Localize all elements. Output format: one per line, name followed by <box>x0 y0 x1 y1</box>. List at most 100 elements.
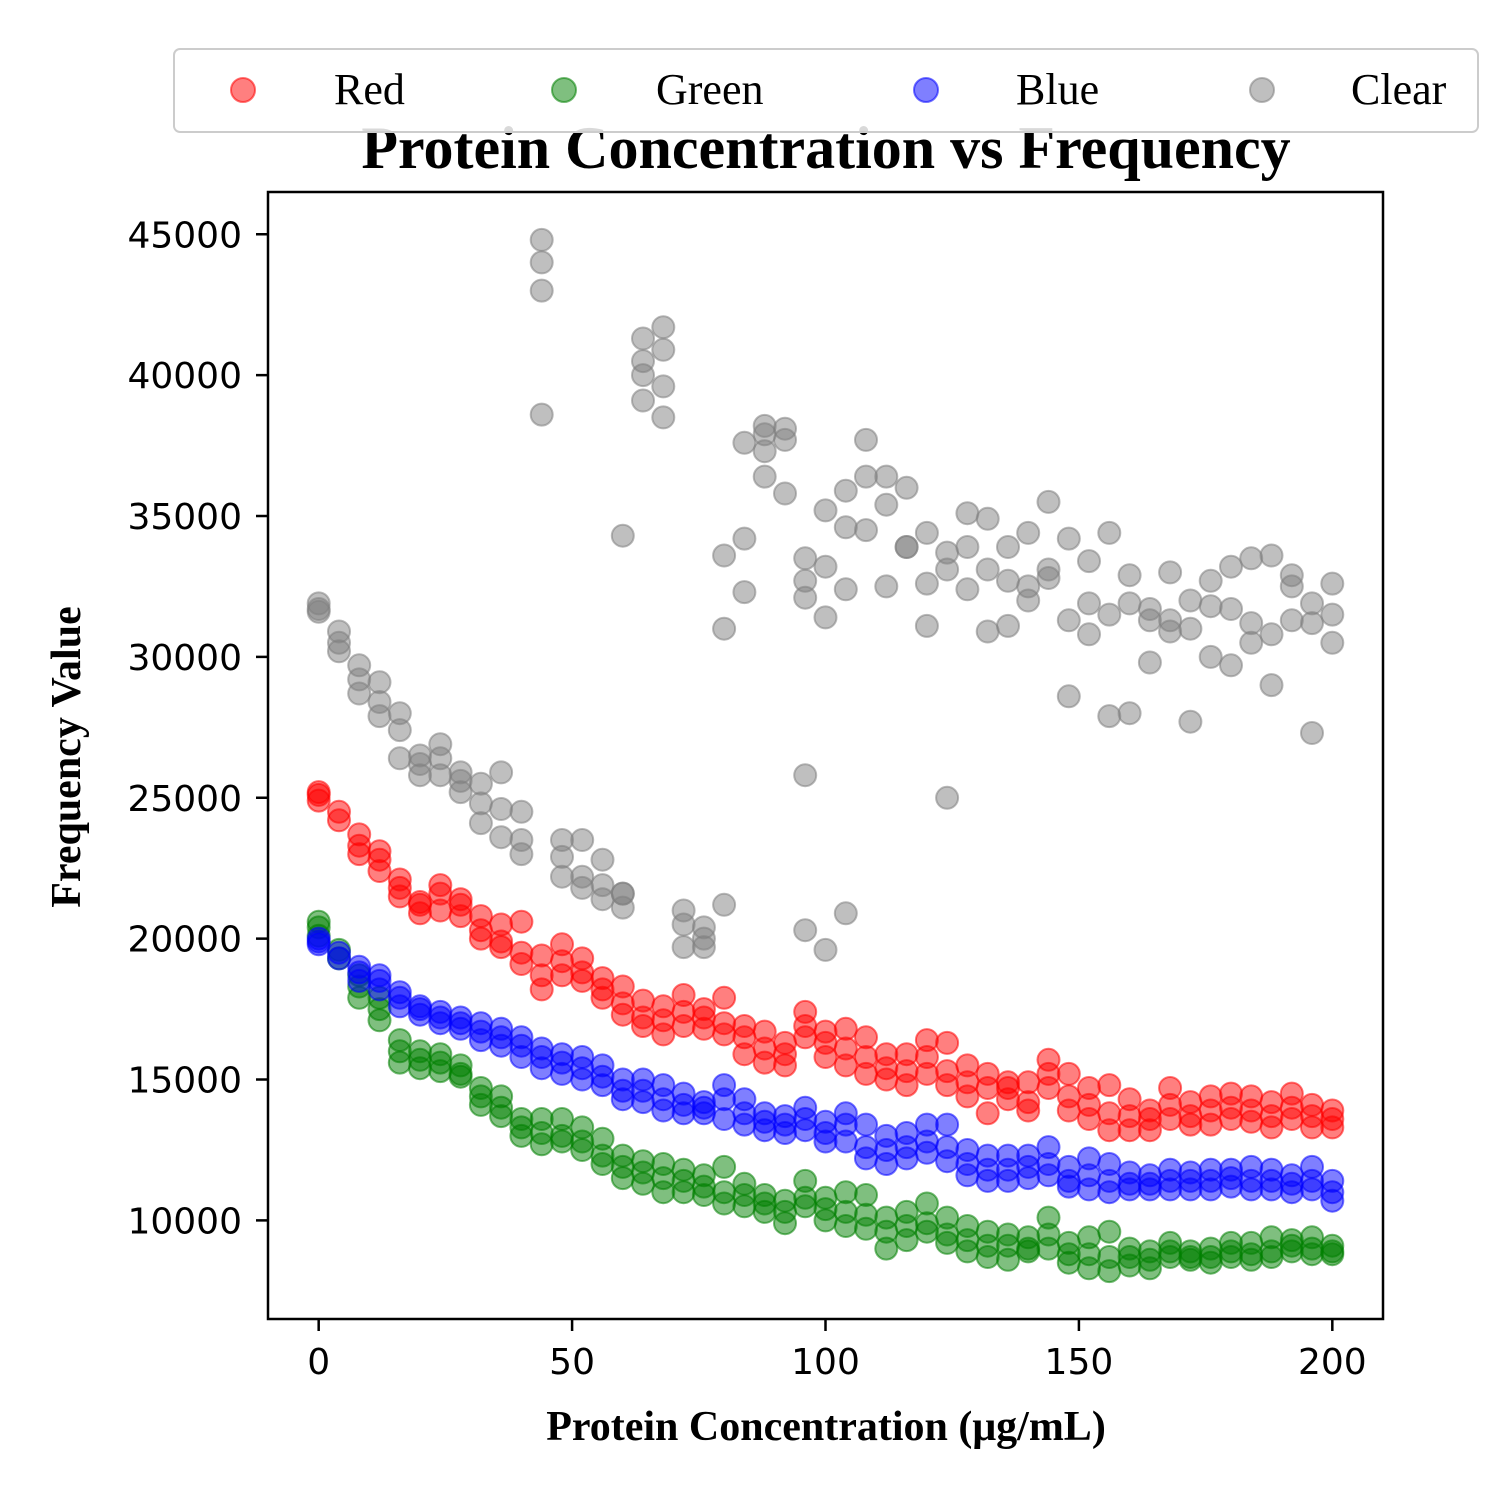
x-axis-label: Protein Concentration (μg/mL) <box>546 1404 1106 1450</box>
data-point <box>996 613 1020 638</box>
data-point <box>671 1014 696 1038</box>
x-tick-label: 200 <box>1298 1342 1367 1383</box>
data-point <box>1239 1109 1264 1134</box>
data-point <box>894 1073 919 1098</box>
data-point <box>570 1138 595 1162</box>
data-point <box>570 875 595 900</box>
data-point <box>1300 1242 1324 1267</box>
data-point <box>1036 489 1061 514</box>
series-red <box>306 780 1345 1143</box>
data-point <box>1239 1247 1264 1272</box>
x-tick-label: 100 <box>791 1342 860 1383</box>
data-point <box>1158 1177 1183 1202</box>
data-point <box>1300 1115 1324 1140</box>
y-tick-label: 25000 <box>127 779 242 820</box>
data-point <box>975 1168 1000 1193</box>
data-point <box>408 763 432 788</box>
data-point <box>1097 1180 1122 1205</box>
data-point <box>631 1171 655 1196</box>
data-point <box>468 926 493 951</box>
data-point <box>712 543 737 568</box>
data-point <box>1320 1188 1345 1213</box>
data-point <box>610 1166 635 1191</box>
y-tick-label: 40000 <box>127 356 242 397</box>
data-point <box>327 946 351 971</box>
data-point <box>1077 1107 1101 1131</box>
data-point <box>691 1183 716 1207</box>
data-point <box>1300 1177 1324 1202</box>
data-point <box>752 464 777 489</box>
x-tick-label: 150 <box>1045 1342 1114 1383</box>
data-point <box>1097 602 1122 627</box>
data-point <box>1097 704 1122 729</box>
data-point <box>631 388 655 413</box>
data-point <box>590 887 615 912</box>
data-point <box>955 1084 980 1109</box>
data-point <box>955 535 980 559</box>
data-point <box>550 1129 574 1154</box>
data-point <box>1117 701 1142 726</box>
data-point <box>1056 1061 1081 1086</box>
data-point <box>854 1183 878 1207</box>
data-point <box>732 526 757 551</box>
data-point <box>975 619 1000 644</box>
data-point <box>773 427 797 452</box>
y-tick-label: 20000 <box>127 920 242 961</box>
data-point <box>854 1146 878 1171</box>
data-point <box>1198 568 1223 593</box>
data-point <box>813 1208 838 1233</box>
data-point <box>448 1061 473 1086</box>
data-point <box>914 1140 939 1165</box>
data-point <box>1239 1177 1264 1202</box>
data-point <box>1158 1245 1183 1269</box>
data-point <box>854 1061 878 1086</box>
data-point <box>1198 1177 1223 1202</box>
data-point <box>651 1180 676 1205</box>
data-point <box>914 1061 939 1086</box>
data-point <box>1320 602 1345 627</box>
data-point <box>651 1022 676 1047</box>
data-point <box>1259 1245 1284 1269</box>
data-point <box>975 1076 1000 1100</box>
data-point <box>1178 1112 1203 1137</box>
data-point <box>1320 630 1345 655</box>
data-point <box>671 1180 696 1205</box>
data-point <box>347 681 372 706</box>
data-point <box>1320 571 1345 596</box>
data-point <box>1279 1239 1304 1264</box>
data-point <box>955 501 980 526</box>
data-point <box>529 250 554 275</box>
data-point <box>1239 546 1264 571</box>
data-point <box>610 1087 635 1112</box>
data-point <box>854 1216 878 1241</box>
data-point <box>1036 1076 1061 1100</box>
data-point <box>712 1022 737 1047</box>
data-point <box>1077 591 1101 616</box>
data-point <box>1259 1177 1284 1202</box>
data-point <box>590 847 615 872</box>
data-point <box>1198 594 1223 619</box>
data-point <box>1279 574 1304 599</box>
data-point <box>793 918 818 943</box>
x-axis-ticks: 0 50 100 150 200 <box>307 1319 1367 1383</box>
data-point <box>590 985 615 1010</box>
data-point <box>428 1011 453 1036</box>
data-point <box>1097 1073 1122 1098</box>
data-point <box>408 1056 432 1081</box>
data-point <box>367 1008 392 1033</box>
data-point <box>773 1053 797 1078</box>
legend-label-red: Red <box>334 65 405 114</box>
data-point <box>1239 630 1264 655</box>
data-point <box>935 1073 960 1098</box>
data-point <box>854 464 878 489</box>
data-point <box>367 704 392 729</box>
data-point <box>691 1005 716 1030</box>
data-point <box>387 884 412 909</box>
data-point <box>773 1121 797 1145</box>
data-point <box>550 844 574 869</box>
data-point <box>1036 1163 1061 1188</box>
data-point <box>1097 1219 1122 1244</box>
data-point <box>813 1129 838 1154</box>
data-point <box>550 963 574 988</box>
data-point <box>1219 554 1243 579</box>
